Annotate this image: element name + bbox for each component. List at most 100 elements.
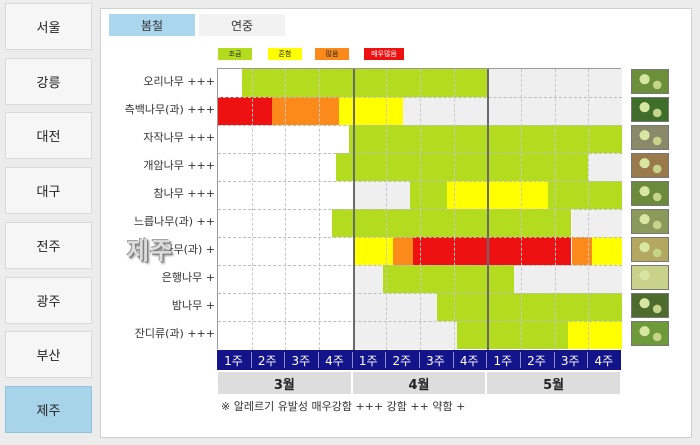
week-divider: [251, 69, 253, 350]
pollen-level-cell: [568, 321, 622, 349]
plant-label: 오리나무 +++: [143, 75, 215, 88]
week-separator: [419, 352, 420, 368]
week-divider: [386, 69, 388, 350]
week-label: 4주: [325, 353, 344, 368]
week-label: 3주: [426, 353, 445, 368]
pollen-level-cell: [382, 265, 515, 293]
pollen-level-cell: [352, 181, 410, 209]
month-label: 3월: [218, 372, 351, 394]
allergenicity-note: ※ 알레르기 유발성 매우강함 +++ 강함 ++ 약함 +: [221, 400, 466, 413]
week-separator: [520, 352, 521, 368]
pollen-level-cell: [218, 69, 242, 97]
city-tab-2[interactable]: 강릉: [5, 57, 92, 105]
week-label: 1주: [358, 353, 378, 368]
week-separator: [318, 352, 319, 368]
legend-very-high: 매우많음: [363, 47, 405, 61]
pollen-level-cell: [352, 237, 394, 265]
elm-photo-icon[interactable]: [631, 209, 669, 234]
week-divider: [285, 69, 287, 350]
city-tab-5[interactable]: 전주: [5, 221, 92, 269]
pollen-calendar-panel: 봄철 연중 조금 흔함 많음 매우많음 오리나무 +++ 측백나무(과) +++ 자…: [100, 8, 692, 438]
pollen-level-cell: [349, 125, 622, 153]
week-label: 1주: [224, 353, 243, 368]
grass-photo-icon[interactable]: [631, 321, 669, 346]
city-tab-4[interactable]: 대구: [5, 167, 92, 215]
week-divider: [453, 69, 455, 350]
week-label: 1주: [493, 353, 513, 368]
month-label: 4월: [352, 372, 486, 394]
pollen-level-cell: [352, 265, 383, 293]
week-divider: [420, 69, 421, 350]
pollen-level-cell: [457, 321, 569, 349]
week-separator: [486, 352, 488, 368]
week-label: 4주: [459, 353, 479, 368]
ginkgo-photo-icon[interactable]: [631, 265, 669, 290]
week-divider: [554, 69, 556, 350]
plant-label: 자작나무 +++: [143, 131, 215, 144]
week-separator: [587, 352, 589, 368]
tab-year-round[interactable]: 연중: [199, 14, 285, 36]
week-separator: [250, 352, 252, 368]
legend-low: 조금: [217, 47, 253, 61]
birch-photo-icon[interactable]: [631, 125, 669, 150]
pollen-level-cell: [271, 97, 340, 125]
week-divider: [588, 69, 590, 350]
tab-spring[interactable]: 봄철: [109, 14, 195, 36]
pollen-level-cell: [335, 153, 589, 181]
plant-label: 소나무(과) +: [153, 243, 215, 256]
week-separator: [553, 352, 555, 368]
week-divider: [319, 69, 320, 350]
pollen-level-cell: [218, 125, 350, 153]
pollen-level-cell: [588, 153, 622, 181]
city-tab-6[interactable]: 광주: [5, 276, 92, 324]
pollen-level-cell: [218, 97, 272, 125]
pollen-level-cell: [413, 237, 572, 265]
hazel-photo-icon[interactable]: [631, 153, 669, 178]
plant-label: 참나무 +++: [153, 187, 215, 200]
week-label: 3주: [560, 353, 580, 368]
pollen-level-cell: [241, 69, 488, 97]
week-separator: [385, 352, 387, 368]
week-separator: [351, 352, 353, 368]
pine-photo-icon[interactable]: [631, 237, 669, 262]
oak-photo-icon[interactable]: [631, 181, 669, 206]
pollen-level-cell: [403, 97, 622, 125]
month-divider: [352, 69, 355, 350]
plant-label: 은행나무 +: [161, 271, 215, 284]
week-label: 4주: [594, 353, 614, 368]
pollen-level-cell: [446, 181, 548, 209]
month-divider: [487, 69, 490, 350]
plant-label: 밤나무 +: [171, 299, 215, 312]
week-label: 2주: [527, 353, 546, 368]
week-label: 3주: [291, 353, 311, 368]
week-divider: [521, 69, 522, 350]
pollen-level-cell: [393, 237, 414, 265]
week-separator: [284, 352, 286, 368]
legend-moderate: 흔함: [267, 47, 303, 61]
pollen-level-cell: [218, 209, 333, 237]
week-separator: [452, 352, 454, 368]
region-watermark: 제주: [127, 237, 174, 265]
plant-label: 느릅나무(과) ++: [133, 215, 215, 228]
week-label: 2주: [257, 353, 277, 368]
pollen-level-cell: [339, 97, 404, 125]
pollen-level-cell: [352, 321, 458, 349]
legend-high: 많음: [314, 47, 350, 61]
city-tab-7[interactable]: 부산: [5, 331, 92, 379]
pollen-calendar-grid: [217, 68, 622, 350]
pollen-level-cell: [591, 237, 622, 265]
plant-label: 개암나무 +++: [143, 159, 215, 172]
arborvitae-photo-icon[interactable]: [631, 97, 669, 122]
pollen-level-cell: [514, 265, 622, 293]
month-label: 5월: [487, 372, 620, 394]
chestnut-photo-icon[interactable]: [631, 293, 669, 318]
alder-photo-icon[interactable]: [631, 69, 669, 94]
city-tab-3[interactable]: 대전: [5, 112, 92, 160]
city-tab-8[interactable]: 제주: [5, 385, 92, 433]
pollen-level-cell: [409, 181, 447, 209]
week-label: 2주: [392, 353, 412, 368]
plant-label: 잔디류(과) +++: [134, 327, 215, 340]
pollen-level-cell: [332, 209, 572, 237]
city-tab-1[interactable]: 서울: [5, 3, 92, 50]
